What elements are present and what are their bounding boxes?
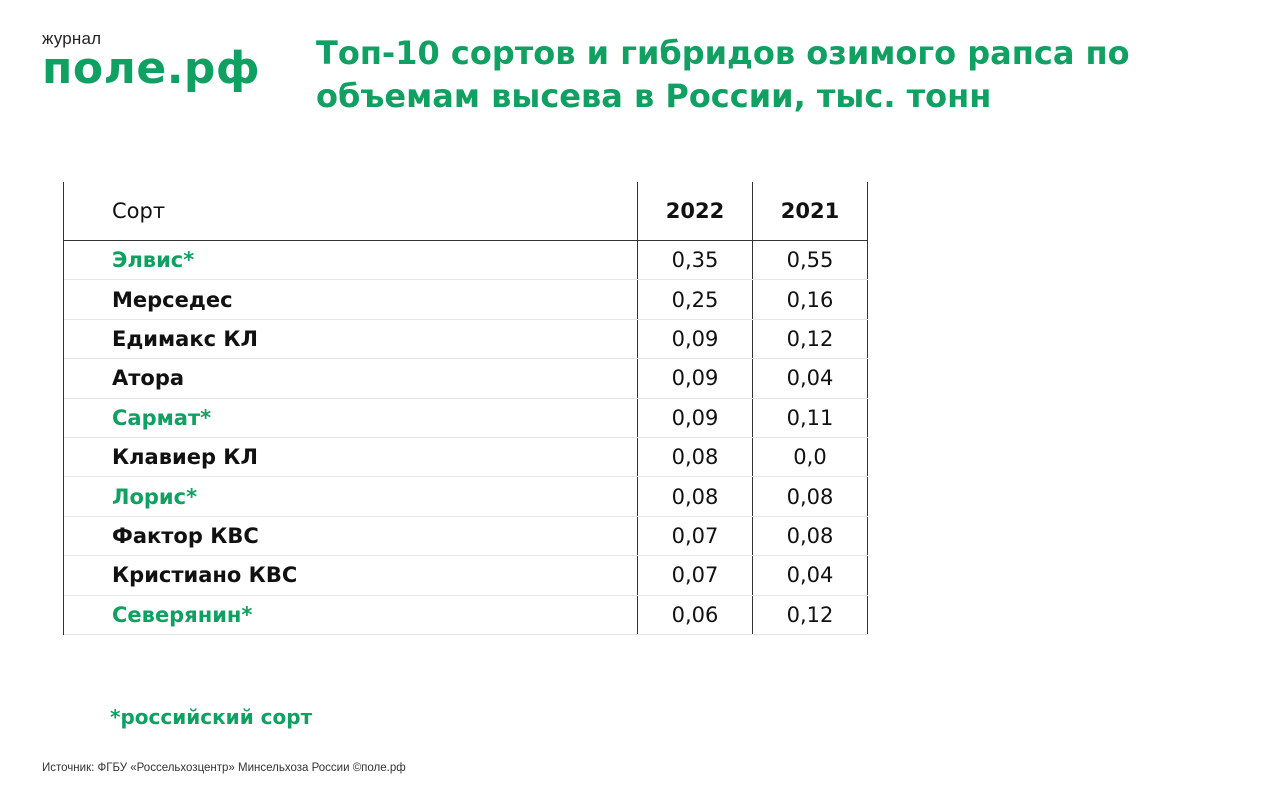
table-row: Сармат* 0,09 0,11 (64, 398, 868, 438)
value-2021: 0,12 (752, 595, 868, 634)
table-row: Фактор КВС 0,07 0,08 (64, 516, 868, 557)
value-2022: 0,09 (637, 319, 752, 359)
value-2021: 0,11 (752, 398, 868, 437)
variety-name: Элвис* (112, 248, 195, 273)
value-2022: 0,08 (637, 477, 752, 516)
value-2021: 0,08 (752, 516, 868, 556)
value-2022: 0,06 (637, 595, 752, 634)
value-2022: 0,07 (637, 516, 752, 556)
table-row: Северянин* 0,06 0,12 (64, 595, 868, 635)
variety-name: Фактор КВС (112, 523, 259, 548)
footnote: *российский сорт (110, 705, 313, 729)
variety-name: Сармат* (112, 405, 212, 430)
header-2021: 2021 (752, 182, 868, 240)
variety-name: Лорис* (112, 484, 198, 509)
table-body: Элвис* 0,35 0,55 Мерседес 0,25 0,16 Едимакс КЛ… (64, 241, 868, 635)
value-2022: 0,08 (637, 437, 752, 477)
table-row: Лорис* 0,08 0,08 (64, 477, 868, 517)
value-2022: 0,35 (637, 241, 752, 280)
table-row: Атора 0,09 0,04 (64, 359, 868, 399)
variety-name: Атора (112, 366, 185, 391)
variety-name: Клавиер КЛ (112, 445, 258, 470)
source-note: Источник: ФГБУ «Россельхозцентр» Минсель… (42, 762, 406, 774)
value-2021: 0,12 (752, 319, 868, 359)
header-variety: Сорт (112, 199, 166, 223)
variety-name: Кристиано КВС (112, 563, 298, 588)
logo-wordmark: поле.рф (42, 43, 261, 94)
table-row: Элвис* 0,35 0,55 (64, 241, 868, 281)
logo-caption: журнал (42, 29, 102, 48)
value-2021: 0,16 (752, 280, 868, 319)
table-header-row: Сорт 2022 2021 (64, 182, 868, 241)
value-2022: 0,09 (637, 359, 752, 398)
logo: журнал поле.рф (42, 30, 260, 91)
variety-name: Северянин* (112, 602, 253, 627)
data-table: Сорт 2022 2021 Элвис* 0,35 0,55 Мерседес 0,2… (63, 182, 868, 635)
table-row: Едимакс КЛ 0,09 0,12 (64, 319, 868, 360)
value-2021: 0,0 (752, 437, 868, 477)
value-2021: 0,04 (752, 556, 868, 595)
table-row: Кристиано КВС 0,07 0,04 (64, 556, 868, 596)
table-row: Мерседес 0,25 0,16 (64, 280, 868, 320)
variety-name: Мерседес (112, 287, 233, 312)
value-2021: 0,55 (752, 241, 868, 280)
variety-name: Едимакс КЛ (112, 326, 258, 351)
value-2022: 0,09 (637, 398, 752, 437)
table-row: Клавиер КЛ 0,08 0,0 (64, 437, 868, 478)
value-2022: 0,07 (637, 556, 752, 595)
value-2021: 0,04 (752, 359, 868, 398)
header-2022: 2022 (637, 182, 752, 240)
value-2021: 0,08 (752, 477, 868, 516)
page-title: Топ-10 сортов и гибридов озимого рапса п… (316, 34, 1130, 115)
value-2022: 0,25 (637, 280, 752, 319)
